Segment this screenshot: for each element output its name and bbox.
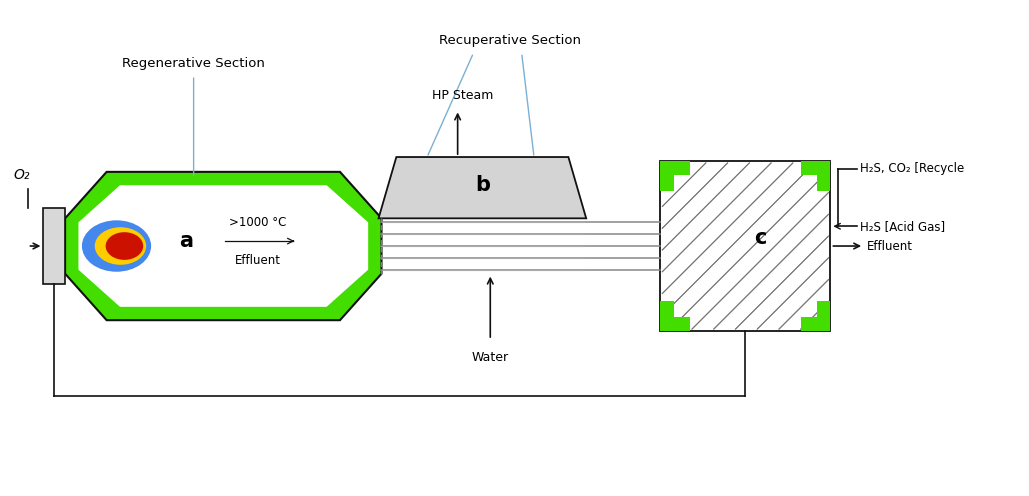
Text: Water: Water xyxy=(471,351,508,364)
Text: O₂: O₂ xyxy=(13,168,30,182)
Bar xyxy=(801,317,830,331)
Bar xyxy=(817,161,830,190)
Polygon shape xyxy=(65,172,382,320)
Text: H₂S, CO₂ [Recycle: H₂S, CO₂ [Recycle xyxy=(860,162,964,176)
Text: a: a xyxy=(179,231,192,251)
Text: Recuperative Section: Recuperative Section xyxy=(439,34,581,47)
Bar xyxy=(817,302,830,331)
Text: b: b xyxy=(474,175,490,195)
Text: H₂S [Acid Gas]: H₂S [Acid Gas] xyxy=(860,220,946,233)
Polygon shape xyxy=(379,157,587,218)
Bar xyxy=(661,161,690,175)
Polygon shape xyxy=(78,185,368,307)
Text: c: c xyxy=(754,228,767,248)
Bar xyxy=(801,161,830,175)
Text: Regenerative Section: Regenerative Section xyxy=(122,57,265,69)
Text: Effluent: Effluent xyxy=(235,254,281,267)
Bar xyxy=(661,161,674,190)
Ellipse shape xyxy=(82,220,151,272)
Text: HP Steam: HP Steam xyxy=(432,89,493,102)
Text: >1000 °C: >1000 °C xyxy=(229,216,287,229)
Bar xyxy=(661,302,674,331)
Bar xyxy=(661,161,830,331)
Ellipse shape xyxy=(95,227,146,265)
Bar xyxy=(661,317,690,331)
Ellipse shape xyxy=(106,232,143,260)
Text: Effluent: Effluent xyxy=(867,240,913,252)
Bar xyxy=(43,208,65,284)
